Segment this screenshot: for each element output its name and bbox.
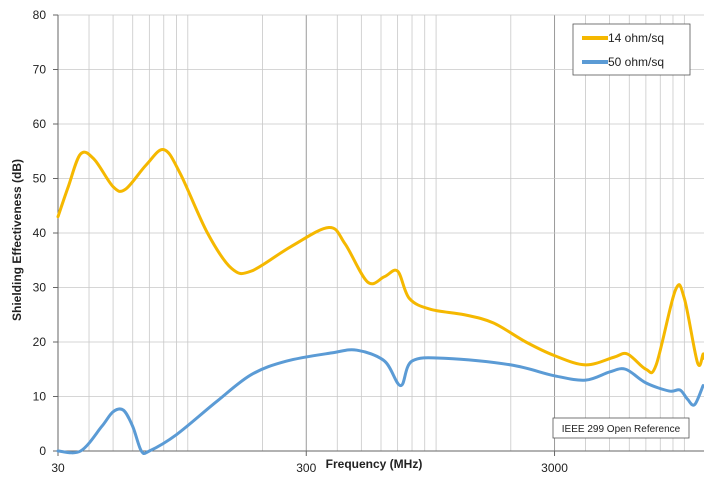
y-tick-label: 40: [33, 226, 47, 240]
y-tick-label: 60: [33, 117, 47, 131]
axes: [53, 14, 704, 456]
series-line-50-ohm-sq: [56, 348, 704, 456]
y-tick-label: 10: [33, 390, 47, 404]
annotation-box: [552, 417, 690, 439]
x-axis-title: Frequency (MHz): [326, 457, 423, 471]
x-tick-label: 3000: [541, 461, 568, 475]
y-axis-title: Shielding Effectiveness (dB): [10, 159, 24, 321]
y-tick-label: 80: [33, 8, 47, 22]
x-tick-label: 300: [296, 461, 316, 475]
legend-box: [572, 23, 691, 76]
annotation: IEEE 299 Open Reference: [552, 417, 690, 439]
y-tick-label: 70: [33, 63, 47, 77]
y-tick-label: 30: [33, 281, 47, 295]
y-tick-label: 0: [39, 444, 46, 458]
y-tick-label: 50: [33, 172, 47, 186]
legend-label-50-ohm-sq: 50 ohm/sq: [608, 55, 664, 69]
data-series: [56, 148, 704, 456]
legend: 14 ohm/sq 50 ohm/sq: [572, 23, 691, 76]
y-tick-label: 20: [33, 335, 47, 349]
x-tick-label: 30: [51, 461, 65, 475]
tick-labels: 0 10 20 30 40 50 60 70 80 30 300 3000: [33, 8, 569, 475]
series-line-14-ohm-sq: [56, 148, 704, 375]
annotation-text: IEEE 299 Open Reference: [562, 424, 681, 435]
legend-label-14-ohm-sq: 14 ohm/sq: [608, 31, 664, 45]
